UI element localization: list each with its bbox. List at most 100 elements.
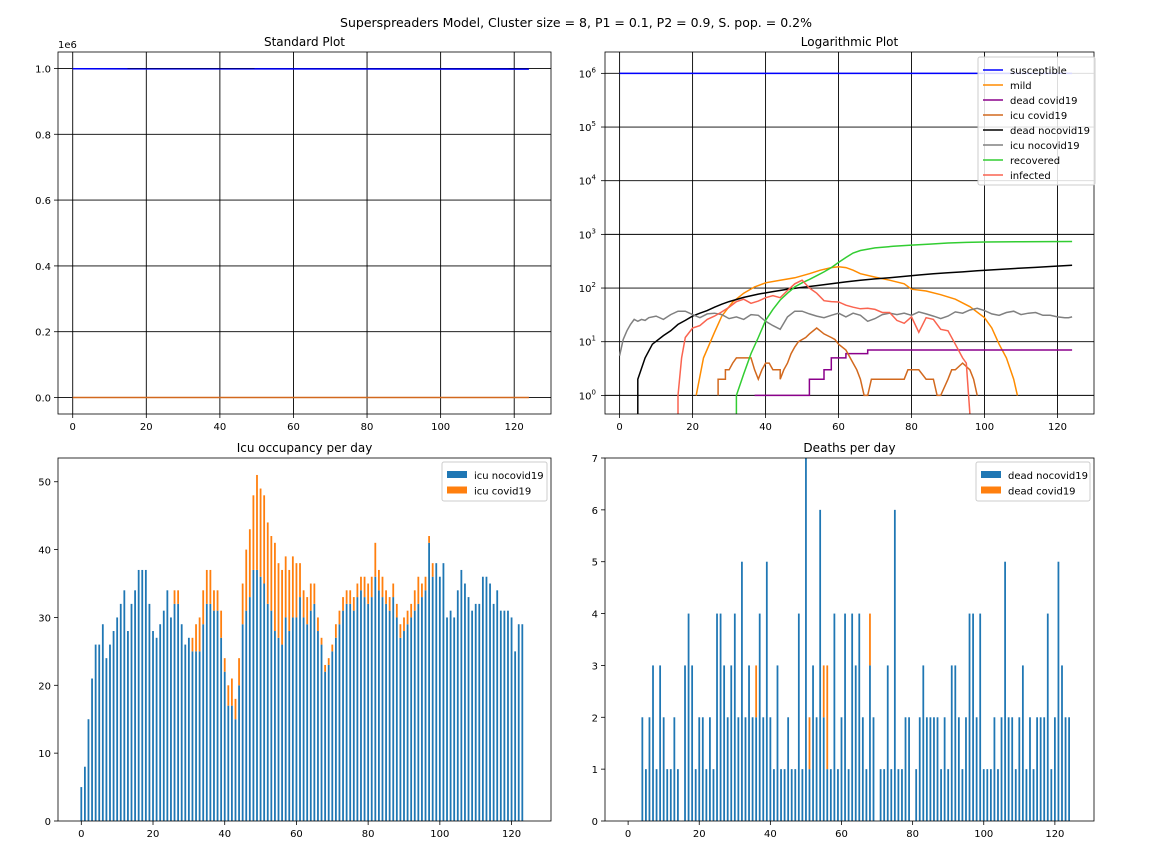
bar: [274, 542, 276, 632]
bar: [904, 717, 907, 821]
bar: [112, 631, 115, 821]
bar: [205, 569, 208, 604]
bar: [865, 769, 868, 821]
chart-title: Logarithmic Plot: [801, 35, 899, 49]
bar: [230, 678, 233, 706]
legend-label: icu nocovid19: [1010, 141, 1080, 152]
y-tick-label: 104: [579, 174, 597, 188]
bar: [933, 717, 935, 821]
bar: [428, 536, 430, 543]
bar: [431, 576, 434, 821]
legend-label: dead nocovid19: [1010, 126, 1090, 137]
bar: [173, 603, 176, 821]
bar: [155, 637, 158, 821]
chart-title: Deaths per day: [803, 441, 895, 455]
bar: [388, 597, 391, 611]
chart-1: 0 20 40 60 80 100 120 0.0 0.2 0.4 0.6 0.8 1.0 1e6 Stan…: [35, 35, 552, 433]
bar: [1021, 665, 1024, 821]
bar: [105, 658, 108, 821]
bar: [417, 576, 420, 604]
bar: [367, 583, 370, 604]
x-tick-label: 80: [361, 422, 374, 433]
bar: [241, 624, 244, 821]
bar: [456, 590, 459, 821]
x-tick-label: 20: [686, 422, 699, 433]
bar: [989, 769, 992, 821]
x-tick-label: 120: [502, 829, 521, 840]
bar: [801, 769, 804, 821]
bar: [363, 576, 366, 598]
y-tick-label: 0: [592, 817, 598, 828]
bar: [659, 665, 662, 821]
bar: [805, 458, 807, 821]
bar: [733, 613, 736, 821]
x-tick-label: 100: [431, 422, 450, 433]
bar: [858, 613, 861, 821]
legend-swatch: [981, 471, 1001, 478]
y-tick-label: 105: [579, 120, 596, 134]
series-line-infected: [677, 279, 971, 414]
bar: [965, 717, 967, 821]
bar: [385, 603, 387, 821]
bar: [687, 613, 690, 821]
bar: [302, 617, 305, 821]
bar: [840, 717, 843, 821]
bar: [737, 717, 740, 821]
bar: [385, 590, 387, 604]
bar: [765, 561, 768, 821]
axes-frame: [604, 51, 1095, 415]
bar: [783, 769, 786, 821]
bar: [288, 569, 291, 632]
bar: [360, 576, 362, 591]
bar: [205, 603, 208, 821]
bar: [694, 769, 697, 821]
bar: [281, 569, 283, 645]
bar: [453, 617, 456, 821]
series-line-icu-covid19: [717, 327, 978, 397]
x-tick-label: 100: [975, 422, 994, 433]
y-tick-exponent: 1: [592, 335, 596, 343]
bar: [1064, 717, 1067, 821]
bar: [342, 597, 344, 611]
legend-box: [977, 56, 1096, 186]
bar: [652, 665, 654, 821]
bar: [378, 590, 380, 821]
bar: [288, 631, 291, 821]
y-tick-base: 10: [579, 123, 592, 134]
bar: [392, 583, 395, 598]
legend-label: mild: [1010, 81, 1032, 92]
bar: [464, 583, 466, 821]
bar: [499, 610, 502, 821]
bar: [503, 610, 506, 821]
bar: [719, 613, 722, 821]
bar: [334, 624, 337, 638]
bar: [374, 576, 377, 821]
bar: [331, 651, 334, 821]
y-tick-label: 4: [592, 610, 598, 621]
bar: [381, 576, 384, 598]
bar: [395, 603, 398, 618]
bar: [220, 610, 223, 638]
bar: [209, 603, 212, 821]
y-tick-label: 0.2: [35, 328, 51, 339]
y-tick-label: 10: [38, 749, 51, 760]
legend-box: [441, 461, 548, 502]
bar: [148, 603, 151, 821]
y-tick-base: 10: [579, 69, 592, 80]
bar: [748, 665, 750, 821]
bar: [762, 717, 765, 821]
bar: [666, 769, 669, 821]
y-tick-label: 100: [579, 388, 596, 402]
bar: [270, 610, 273, 821]
legend-label: icu nocovid19: [474, 471, 544, 482]
bar: [755, 717, 758, 821]
x-tick-label: 80: [362, 829, 375, 840]
bar: [957, 717, 960, 821]
bar: [819, 509, 822, 821]
bar: [313, 603, 316, 821]
legend-label: infected: [1010, 171, 1051, 182]
bar: [1043, 717, 1046, 821]
bar: [331, 644, 334, 652]
bar: [997, 769, 999, 821]
bar: [281, 644, 283, 821]
